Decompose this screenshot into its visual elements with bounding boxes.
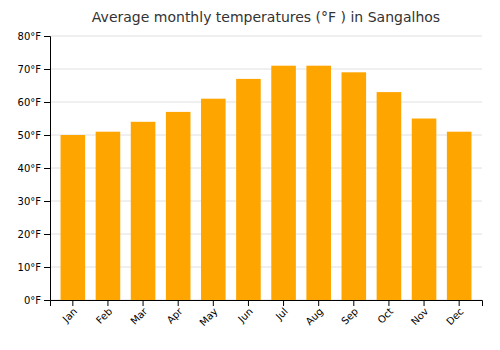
x-tick: May	[197, 300, 219, 328]
bar	[96, 132, 121, 300]
y-tick: 50°F	[18, 130, 50, 141]
tick-label: Jan	[60, 306, 79, 325]
grid-line	[50, 36, 482, 37]
y-tick: 80°F	[18, 31, 50, 42]
tick-mark	[44, 102, 50, 103]
x-tick: Jan	[60, 300, 79, 325]
bars	[61, 66, 472, 300]
tick-mark	[44, 36, 50, 37]
tick-label: Oct	[375, 306, 395, 326]
tick-label: 10°F	[18, 262, 42, 273]
chart-container: 0°F 10°F 20°F 30°F 40°F 50°F 60°F 70°F 80°F Jan Fe…	[0, 0, 500, 350]
tick-label: 70°F	[18, 64, 42, 75]
chart-svg: 0°F 10°F 20°F 30°F 40°F 50°F 60°F 70°F 80°F Jan Fe…	[0, 0, 500, 350]
tick-label: 30°F	[18, 196, 42, 207]
x-tick: Jun	[235, 300, 255, 325]
tick-mark	[44, 201, 50, 202]
x-tick: Apr	[165, 300, 186, 326]
grid-line	[50, 102, 482, 103]
tick-mark	[107, 300, 108, 306]
tick-label: May	[197, 306, 219, 328]
tick-label: 60°F	[18, 97, 42, 108]
tick-mark	[248, 300, 249, 306]
axis-line	[51, 301, 483, 307]
tick-mark	[143, 300, 144, 306]
axis-line	[44, 37, 51, 301]
grid-line	[50, 69, 482, 70]
bar	[201, 99, 226, 300]
tick-mark	[44, 168, 50, 169]
y-tick: 70°F	[18, 64, 50, 75]
tick-mark	[44, 267, 50, 268]
x-tick: Sep	[339, 300, 360, 327]
tick-mark	[318, 300, 319, 306]
y-axis: 0°F 10°F 20°F 30°F 40°F 50°F 60°F 70°F 80°F	[18, 31, 51, 306]
bar	[306, 66, 331, 300]
tick-label: Aug	[303, 306, 325, 328]
tick-mark	[388, 300, 389, 306]
tick-label: Jul	[273, 306, 290, 323]
tick-label: 40°F	[18, 163, 42, 174]
tick-mark	[353, 300, 354, 306]
bar	[236, 79, 261, 300]
y-tick: 10°F	[18, 262, 50, 273]
bar	[131, 122, 156, 300]
bar	[377, 92, 402, 300]
bar	[166, 112, 191, 300]
chart-title: Average monthly temperatures (°F ) in Sa…	[92, 9, 440, 25]
tick-label: Sep	[339, 306, 360, 327]
tick-label: Mar	[128, 305, 150, 327]
tick-label: 0°F	[24, 295, 41, 306]
y-tick: 40°F	[18, 163, 50, 174]
x-axis: Jan Feb Mar Apr May Jun Jul Aug Sep Oct Nov Dec	[51, 300, 483, 328]
tick-mark	[44, 300, 50, 301]
y-tick: 20°F	[18, 229, 50, 240]
x-tick: Aug	[303, 300, 325, 327]
bar	[271, 66, 296, 300]
plot-area: 0°F 10°F 20°F 30°F 40°F 50°F 60°F 70°F 80°F Jan Fe…	[18, 31, 483, 328]
y-tick: 0°F	[24, 295, 50, 306]
tick-label: Nov	[409, 306, 431, 328]
bar	[61, 135, 86, 300]
grid	[50, 36, 482, 300]
tick-label: Dec	[444, 306, 465, 327]
tick-mark	[283, 300, 284, 306]
y-tick: 30°F	[18, 196, 50, 207]
tick-mark	[424, 300, 425, 306]
tick-label: Feb	[94, 306, 114, 326]
y-tick: 60°F	[18, 97, 50, 108]
tick-mark	[213, 300, 214, 306]
tick-mark	[72, 300, 73, 306]
x-tick: Feb	[94, 300, 114, 326]
tick-label: Jun	[235, 306, 255, 326]
tick-mark	[44, 69, 50, 70]
tick-mark	[44, 135, 50, 136]
tick-label: 80°F	[18, 31, 42, 42]
x-tick: Nov	[409, 300, 431, 327]
x-tick: Oct	[375, 300, 395, 326]
x-tick: Jul	[273, 300, 290, 323]
bar	[342, 72, 367, 300]
tick-mark	[44, 234, 50, 235]
tick-mark	[459, 300, 460, 306]
bar	[447, 132, 472, 300]
tick-label: Apr	[165, 305, 186, 326]
tick-mark	[178, 300, 179, 306]
x-tick: Mar	[128, 300, 150, 327]
x-tick: Dec	[444, 300, 465, 327]
tick-label: 20°F	[18, 229, 42, 240]
bar	[412, 119, 437, 301]
tick-label: 50°F	[18, 130, 42, 141]
